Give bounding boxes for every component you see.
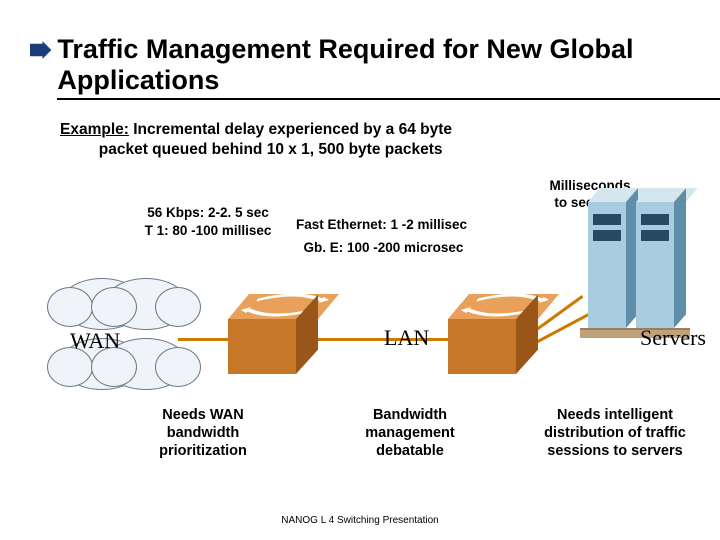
wan-label: WAN (70, 328, 120, 354)
example-text: Example: Incremental delay experienced b… (60, 120, 452, 160)
lan-speeds: Fast Ethernet: 1 -2 millisec Gb. E: 100 … (296, 214, 516, 260)
footer-text: NANOG L 4 Switching Presentation (0, 515, 720, 526)
example-line1: Incremental delay experienced by a 64 by… (129, 121, 452, 138)
speed-fastethernet: Fast Ethernet: 1 -2 millisec (296, 217, 467, 232)
example-line2: packet queued behind 10 x 1, 500 byte pa… (99, 141, 443, 158)
cap1-l3: prioritization (159, 443, 247, 459)
cap3-l3: sessions to servers (547, 443, 682, 459)
server-rack (636, 188, 686, 328)
speed-56k: 56 Kbps: 2-2. 5 sec (147, 205, 269, 220)
example-label: Example: (60, 121, 129, 138)
speed-gbe: Gb. E: 100 -200 microsec (304, 240, 464, 255)
wan-speeds: 56 Kbps: 2-2. 5 sec T 1: 80 -100 millise… (128, 204, 288, 239)
slide-title: Traffic Management Required for New Glob… (57, 34, 720, 100)
cloud-icon (104, 278, 188, 330)
servers-label: Servers (640, 325, 706, 351)
switch-front (448, 319, 516, 374)
cap2-l3: debatable (376, 443, 444, 459)
cap3-l2: distribution of traffic (544, 425, 686, 441)
caption-lan: Bandwidth management debatable (330, 406, 490, 460)
cap2-l2: management (365, 425, 454, 441)
server-cluster (588, 178, 708, 348)
cap1-l1: Needs WAN (162, 407, 243, 423)
cap3-l1: Needs intelligent (557, 407, 673, 423)
cap2-l1: Bandwidth (373, 407, 447, 423)
switch-front (228, 319, 296, 374)
bullet-arrow-icon (30, 40, 51, 60)
slide-title-row: Traffic Management Required for New Glob… (30, 34, 720, 100)
cap1-l2: bandwidth (167, 425, 240, 441)
server-rack (588, 188, 638, 328)
switch-1 (228, 294, 318, 374)
caption-servers: Needs intelligent distribution of traffi… (520, 406, 710, 460)
switch-2 (448, 294, 538, 374)
lan-label: LAN (384, 325, 429, 351)
caption-wan: Needs WAN bandwidth prioritization (118, 406, 288, 460)
speed-t1: T 1: 80 -100 millisec (145, 223, 272, 238)
